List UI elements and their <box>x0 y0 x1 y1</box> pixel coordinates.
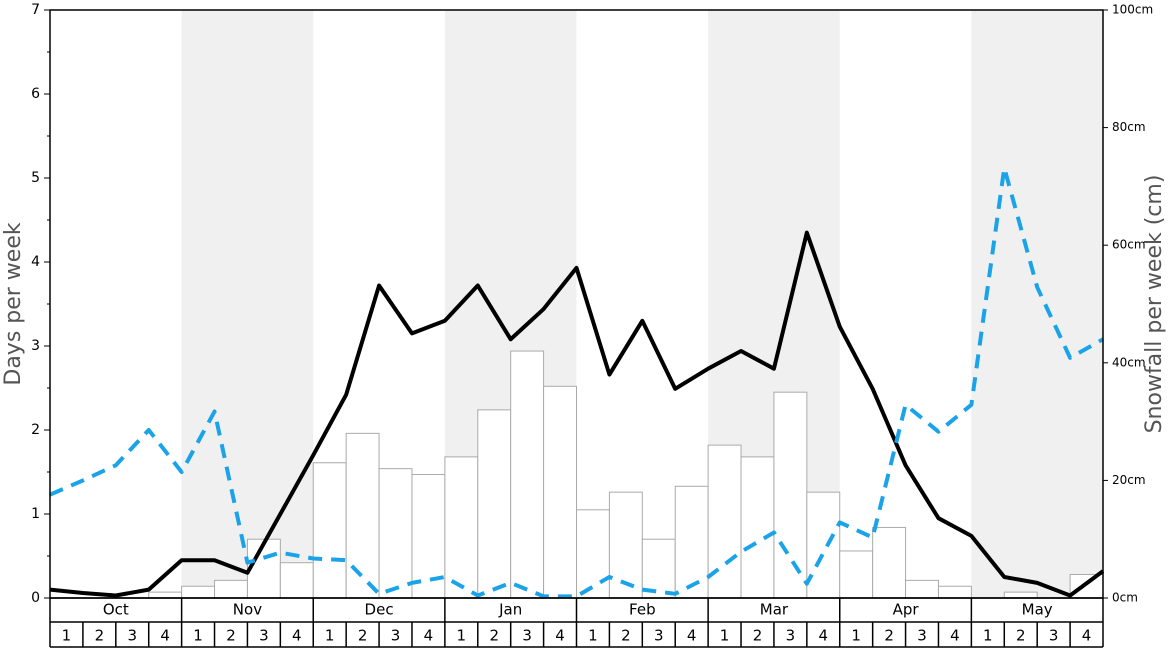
y2-tick-label: 40cm <box>1112 355 1146 369</box>
week-label: 3 <box>259 627 269 645</box>
y-tick-label: 3 <box>31 338 40 354</box>
bar <box>1069 573 1104 599</box>
bar <box>905 579 939 599</box>
y-tick-label: 0 <box>31 590 40 606</box>
bar <box>576 509 610 599</box>
month-label: Dec <box>365 601 394 619</box>
y2-tick-label: 20cm <box>1112 473 1146 487</box>
week-label: 4 <box>424 627 434 645</box>
week-label: 1 <box>457 627 467 645</box>
week-label: 3 <box>391 627 401 645</box>
y2-tick-label: 0cm <box>1112 591 1138 605</box>
week-label: 1 <box>62 627 72 645</box>
bar <box>214 579 248 599</box>
month-label: Oct <box>103 601 129 619</box>
week-label: 4 <box>950 627 960 645</box>
y2-tick-label: 100cm <box>1112 3 1153 17</box>
y2-tick-label: 80cm <box>1112 120 1146 134</box>
bar <box>510 350 545 599</box>
bar <box>246 538 281 599</box>
y-tick-label: 5 <box>31 170 40 186</box>
week-label: 2 <box>489 627 499 645</box>
bar <box>477 409 512 599</box>
week-label: 3 <box>1049 627 1059 645</box>
bar <box>345 432 380 599</box>
week-label: 4 <box>819 627 829 645</box>
bar <box>839 550 874 599</box>
y-tick-label: 6 <box>31 86 40 102</box>
month-label: May <box>1022 601 1053 619</box>
bar <box>181 585 216 599</box>
month-label: Mar <box>760 601 789 619</box>
week-label: 1 <box>851 627 861 645</box>
week-label: 1 <box>720 627 730 645</box>
bar <box>773 391 808 599</box>
week-label: 2 <box>358 627 368 645</box>
bar <box>148 591 183 599</box>
bar <box>740 456 775 599</box>
y2-axis-title: Snowfall per week (cm) <box>1142 175 1167 434</box>
month-band <box>181 10 314 598</box>
week-label: 2 <box>884 627 894 645</box>
week-label: 3 <box>127 627 137 645</box>
line <box>49 230 1105 598</box>
y2-tick-label: 60cm <box>1112 238 1146 252</box>
week-label: 1 <box>325 627 335 645</box>
week-label: 4 <box>555 627 565 645</box>
week-label: 2 <box>621 627 631 645</box>
week-label: 4 <box>160 627 170 645</box>
week-label: 1 <box>193 627 203 645</box>
bar <box>806 491 841 599</box>
bar <box>872 526 907 599</box>
week-label: 4 <box>687 627 697 645</box>
bar <box>279 562 314 599</box>
bar <box>312 462 347 599</box>
week-label: 1 <box>588 627 598 645</box>
month-label: Nov <box>233 601 262 619</box>
week-label: 4 <box>1082 627 1092 645</box>
month-label: Apr <box>893 601 920 619</box>
bar <box>937 585 972 599</box>
week-label: 4 <box>292 627 302 645</box>
month-label: Feb <box>629 601 656 619</box>
y-tick-label: 1 <box>31 506 40 522</box>
week-label: 1 <box>983 627 993 645</box>
week-label: 2 <box>753 627 763 645</box>
week-label: 2 <box>1016 627 1026 645</box>
y-axis-title: Days per week <box>1 222 26 385</box>
bar <box>378 468 413 599</box>
week-label: 3 <box>786 627 796 645</box>
week-label: 2 <box>226 627 236 645</box>
y-tick-label: 2 <box>31 422 40 438</box>
week-label: 2 <box>95 627 105 645</box>
y-tick-label: 7 <box>31 2 40 18</box>
bar <box>674 485 709 599</box>
bar <box>444 456 479 599</box>
week-label: 3 <box>522 627 532 645</box>
week-label: 3 <box>917 627 927 645</box>
month-label: Jan <box>498 601 522 619</box>
bar <box>1003 591 1038 599</box>
month-band <box>971 10 1103 598</box>
bar <box>543 385 577 599</box>
week-label: 3 <box>654 627 664 645</box>
y-tick-label: 4 <box>31 254 40 270</box>
